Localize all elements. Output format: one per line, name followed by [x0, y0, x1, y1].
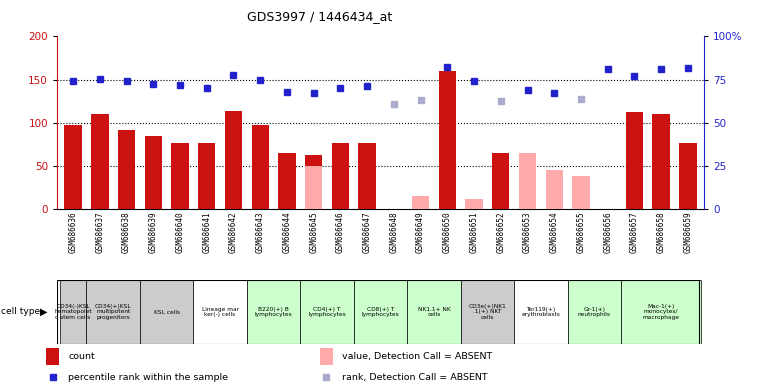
Bar — [412, 196, 429, 209]
Text: GSM686643: GSM686643 — [256, 211, 265, 253]
Text: value, Detection Call = ABSENT: value, Detection Call = ABSENT — [342, 352, 492, 361]
Text: GSM686647: GSM686647 — [363, 211, 371, 253]
Text: NK1.1+ NK
cells: NK1.1+ NK cells — [418, 306, 451, 318]
Text: GSM686648: GSM686648 — [390, 211, 398, 253]
Bar — [305, 166, 323, 209]
Bar — [252, 126, 269, 209]
Text: Mac-1(+)
monocytes/
macrophage: Mac-1(+) monocytes/ macrophage — [642, 304, 680, 320]
Text: GSM686654: GSM686654 — [549, 211, 559, 253]
Text: GSM686637: GSM686637 — [95, 211, 104, 253]
Bar — [332, 143, 349, 209]
Bar — [320, 348, 333, 365]
Text: GSM686652: GSM686652 — [496, 211, 505, 253]
Text: GSM686658: GSM686658 — [657, 211, 666, 253]
Bar — [572, 177, 590, 209]
Bar — [65, 126, 81, 209]
Text: GSM686656: GSM686656 — [603, 211, 612, 253]
Text: Lineage mar
ker(-) cells: Lineage mar ker(-) cells — [202, 306, 239, 318]
Text: GSM686649: GSM686649 — [416, 211, 425, 253]
Bar — [354, 280, 407, 344]
Bar — [87, 280, 140, 344]
Bar — [118, 130, 135, 209]
Text: B220(+) B
lymphocytes: B220(+) B lymphocytes — [255, 306, 292, 318]
Text: GSM686653: GSM686653 — [523, 211, 532, 253]
Bar — [519, 153, 537, 209]
Text: GSM686639: GSM686639 — [149, 211, 158, 253]
Text: GSM686641: GSM686641 — [202, 211, 212, 253]
Bar — [621, 280, 701, 344]
Text: CD34(-)KSL
hematopoiet
c stem cells: CD34(-)KSL hematopoiet c stem cells — [54, 304, 92, 320]
Bar — [680, 143, 696, 209]
Bar — [46, 348, 59, 365]
Bar — [198, 143, 215, 209]
Text: CD3e(+)NK1
.1(+) NKT
cells: CD3e(+)NK1 .1(+) NKT cells — [469, 304, 506, 320]
Bar — [224, 111, 242, 209]
Text: count: count — [68, 352, 95, 361]
Text: Gr-1(+)
neutrophils: Gr-1(+) neutrophils — [578, 306, 611, 318]
Bar — [358, 143, 376, 209]
Text: GSM686650: GSM686650 — [443, 211, 452, 253]
Text: GSM686655: GSM686655 — [577, 211, 585, 253]
Bar — [466, 199, 482, 209]
Bar — [301, 280, 354, 344]
Text: CD4(+) T
lymphocytes: CD4(+) T lymphocytes — [308, 306, 346, 318]
Bar — [652, 114, 670, 209]
Text: CD34(+)KSL
multipotent
progenitors: CD34(+)KSL multipotent progenitors — [95, 304, 132, 320]
Text: rank, Detection Call = ABSENT: rank, Detection Call = ABSENT — [342, 372, 488, 382]
Text: GSM686651: GSM686651 — [470, 211, 479, 253]
Bar — [305, 155, 323, 209]
Text: GDS3997 / 1446434_at: GDS3997 / 1446434_at — [247, 10, 392, 23]
Text: CD8(+) T
lymphocytes: CD8(+) T lymphocytes — [361, 306, 400, 318]
Bar — [438, 71, 456, 209]
Text: KSL cells: KSL cells — [154, 310, 180, 314]
Bar — [460, 280, 514, 344]
Bar — [171, 143, 189, 209]
Text: ▶: ▶ — [40, 307, 47, 317]
Bar — [407, 280, 460, 344]
Text: GSM686646: GSM686646 — [336, 211, 345, 253]
Bar — [279, 153, 295, 209]
Text: GSM686638: GSM686638 — [122, 211, 131, 253]
Bar — [626, 112, 643, 209]
Bar — [91, 114, 109, 209]
Bar — [60, 280, 87, 344]
Bar — [546, 170, 563, 209]
Text: percentile rank within the sample: percentile rank within the sample — [68, 372, 228, 382]
Bar — [140, 280, 193, 344]
Bar — [492, 153, 509, 209]
Bar — [247, 280, 301, 344]
Bar — [514, 280, 568, 344]
Text: GSM686636: GSM686636 — [68, 211, 78, 253]
Text: Ter119(+)
erythroblasts: Ter119(+) erythroblasts — [521, 306, 560, 318]
Bar — [568, 280, 621, 344]
Text: GSM686640: GSM686640 — [176, 211, 184, 253]
Bar — [145, 136, 162, 209]
Text: GSM686657: GSM686657 — [630, 211, 639, 253]
Text: GSM686645: GSM686645 — [309, 211, 318, 253]
Bar — [193, 280, 247, 344]
Text: GSM686642: GSM686642 — [229, 211, 238, 253]
Text: GSM686644: GSM686644 — [282, 211, 291, 253]
Text: cell type: cell type — [1, 308, 40, 316]
Text: GSM686659: GSM686659 — [683, 211, 693, 253]
